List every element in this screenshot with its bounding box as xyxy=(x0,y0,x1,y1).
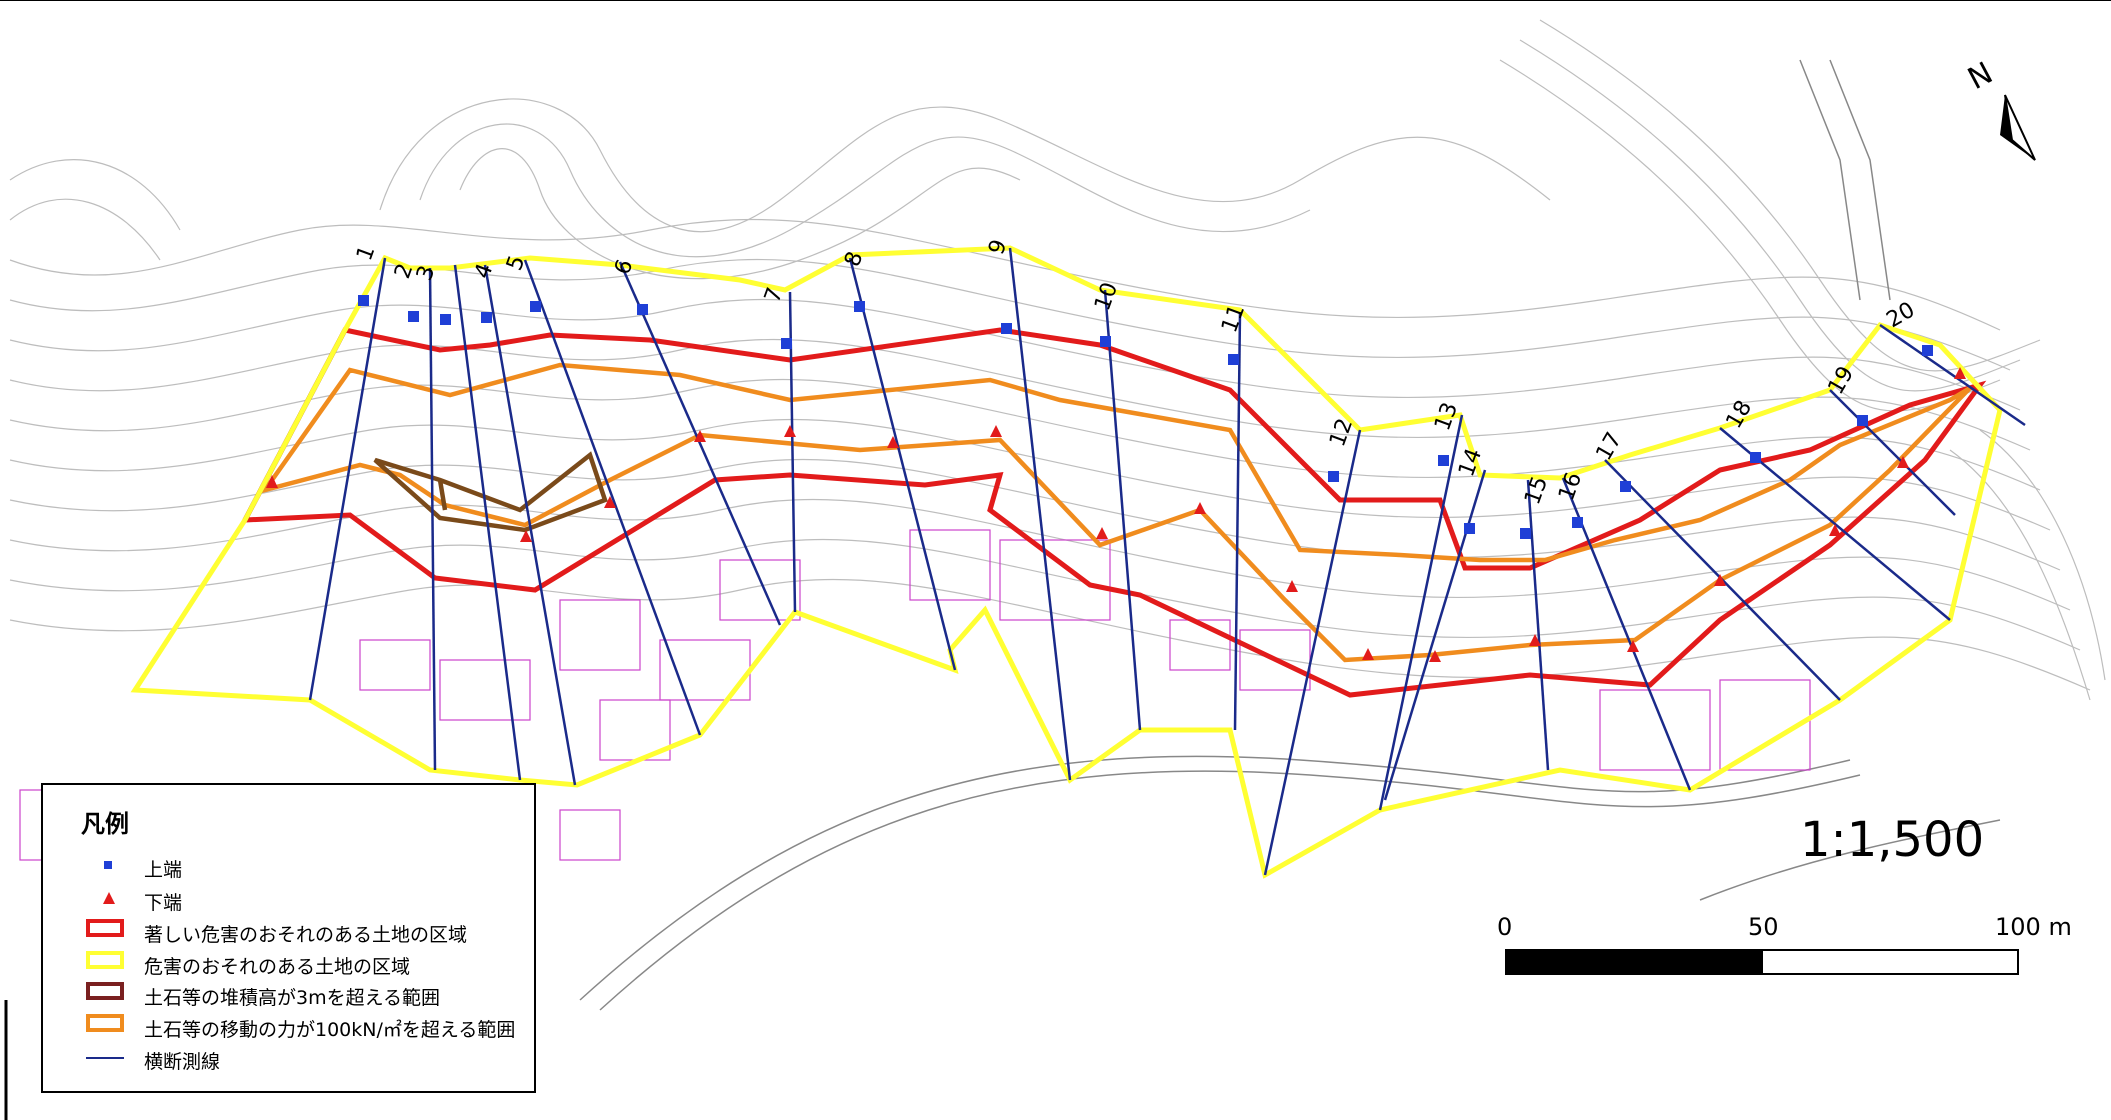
scale-bar xyxy=(1505,949,2019,975)
legend-title: 凡例 xyxy=(81,810,129,838)
lower-points xyxy=(266,367,1966,662)
road-lines xyxy=(579,59,2001,1011)
legend-item-survey-line: 横断測線 xyxy=(43,1045,533,1073)
legend-item-label: 下端 xyxy=(144,892,183,914)
orange-zone-boundary xyxy=(259,362,1972,663)
red-box-icon xyxy=(86,919,124,937)
red-zone-boundary xyxy=(240,327,1987,698)
brown-zone-boundary xyxy=(373,451,608,533)
red-triangle-icon xyxy=(103,892,115,904)
scale-tick-50: 50 xyxy=(1748,913,1779,941)
yellow-box-icon xyxy=(86,951,124,969)
legend-item-label: 上端 xyxy=(144,859,183,881)
upper-points xyxy=(358,295,1933,539)
legend-item-label: 著しい危害のおそれのある土地の区域 xyxy=(144,924,468,946)
legend-item-label: 危害のおそれのある土地の区域 xyxy=(144,956,411,978)
legend-item-orange-zone: 土石等の移動の力が100kN/㎡を超える範囲 xyxy=(43,1013,533,1041)
orange-box-icon xyxy=(86,1014,124,1032)
legend-item-label: 土石等の移動の力が100kN/㎡を超える範囲 xyxy=(144,1019,516,1041)
legend-item-brown-zone: 土石等の堆積高が3mを超える範囲 xyxy=(43,981,533,1009)
legend-item-label: 土石等の堆積高が3mを超える範囲 xyxy=(144,987,441,1009)
legend-item-yellow-zone: 危害のおそれのある土地の区域 xyxy=(43,950,533,978)
legend-item-lower: 下端 xyxy=(43,886,533,914)
contour-lines xyxy=(9,19,2106,701)
scale-ratio: 1:1,500 xyxy=(1800,812,1985,868)
blue-square-icon xyxy=(104,861,112,869)
survey-line-icon xyxy=(86,1057,124,1059)
legend-item-upper: 上端 xyxy=(43,853,533,881)
legend: 凡例 上端 下端 著しい危害のおそれのある土地の区域 危害のおそれのある土地の区… xyxy=(41,783,536,1093)
scale-tick-0: 0 xyxy=(1497,913,1513,941)
legend-item-red-zone: 著しい危害のおそれのある土地の区域 xyxy=(43,918,533,946)
legend-item-label: 横断測線 xyxy=(144,1051,221,1073)
brown-box-icon xyxy=(86,982,124,1000)
scale-tick-100: 100 m xyxy=(1995,913,2072,941)
